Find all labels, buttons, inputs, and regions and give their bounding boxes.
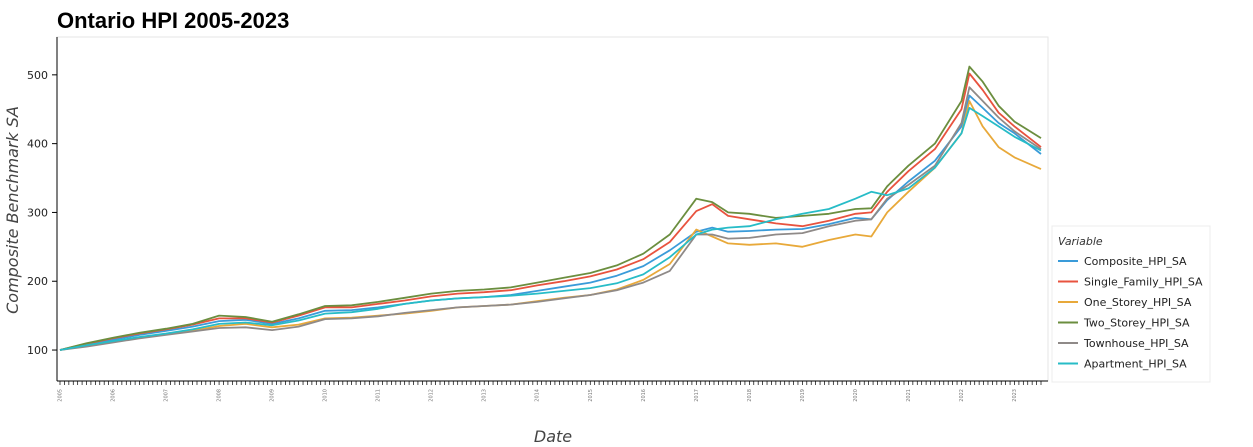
x-tick-label: 2008 bbox=[217, 389, 223, 402]
x-tick-label: 2007 bbox=[164, 389, 170, 402]
x-tick-label: 2016 bbox=[641, 389, 647, 402]
x-tick-label: 2022 bbox=[959, 389, 965, 402]
y-axis-label: Composite Benchmark SA bbox=[3, 106, 22, 314]
x-tick-label: 2011 bbox=[376, 389, 382, 402]
series-line-apartment-hpi-sa bbox=[59, 107, 1042, 351]
legend-label: Single_Family_HPI_SA bbox=[1084, 276, 1203, 289]
legend-label: Townhouse_HPI_SA bbox=[1083, 337, 1189, 350]
series-line-townhouse-hpi-sa bbox=[59, 86, 1042, 351]
series-lines bbox=[59, 65, 1042, 351]
legend-label: One_Storey_HPI_SA bbox=[1084, 296, 1192, 309]
x-tick-label: 2018 bbox=[747, 389, 753, 402]
x-tick-label: 2020 bbox=[853, 389, 859, 402]
legend: Variable Composite_HPI_SA Single_Family_H… bbox=[1051, 225, 1211, 383]
legend-title: Variable bbox=[1058, 235, 1103, 248]
y-axis-ticks: 100 200 300 400 500 bbox=[27, 69, 57, 357]
x-axis-ticks: 2005 2006 2007 2008 2009 2010 2011 2012 2013 2014… bbox=[58, 381, 1042, 402]
x-tick-label: 2010 bbox=[323, 389, 329, 402]
y-tick-label: 100 bbox=[27, 344, 48, 357]
legend-label: Composite_HPI_SA bbox=[1084, 255, 1187, 268]
x-tick-label: 2009 bbox=[270, 389, 276, 402]
x-tick-label: 2014 bbox=[535, 389, 541, 402]
x-tick-label: 2019 bbox=[800, 389, 806, 402]
x-tick-label: 2006 bbox=[111, 389, 117, 402]
legend-label: Two_Storey_HPI_SA bbox=[1083, 317, 1190, 330]
x-tick-label: 2021 bbox=[906, 389, 912, 402]
x-tick-label: 2005 bbox=[58, 389, 64, 402]
series-line-two-storey-hpi-sa bbox=[59, 65, 1042, 351]
x-axis-label: Date bbox=[534, 427, 572, 446]
x-tick-label: 2013 bbox=[482, 389, 488, 402]
series-line-single-family-hpi-sa bbox=[59, 72, 1042, 351]
x-tick-label: 2012 bbox=[429, 389, 435, 402]
y-tick-label: 400 bbox=[27, 138, 48, 151]
series-line-composite-hpi-sa bbox=[59, 94, 1042, 351]
x-tick-label: 2023 bbox=[1012, 389, 1018, 402]
y-tick-label: 300 bbox=[27, 206, 48, 219]
legend-box bbox=[1051, 225, 1211, 383]
chart-title: Ontario HPI 2005-2023 bbox=[57, 8, 289, 33]
y-tick-label: 200 bbox=[27, 275, 48, 288]
legend-label: Apartment_HPI_SA bbox=[1084, 358, 1187, 371]
y-tick-label: 500 bbox=[27, 69, 48, 82]
legend-items: Composite_HPI_SA Single_Family_HPI_SA One_… bbox=[1058, 255, 1203, 371]
x-tick-label: 2015 bbox=[588, 389, 594, 402]
x-tick-label: 2017 bbox=[694, 389, 700, 402]
